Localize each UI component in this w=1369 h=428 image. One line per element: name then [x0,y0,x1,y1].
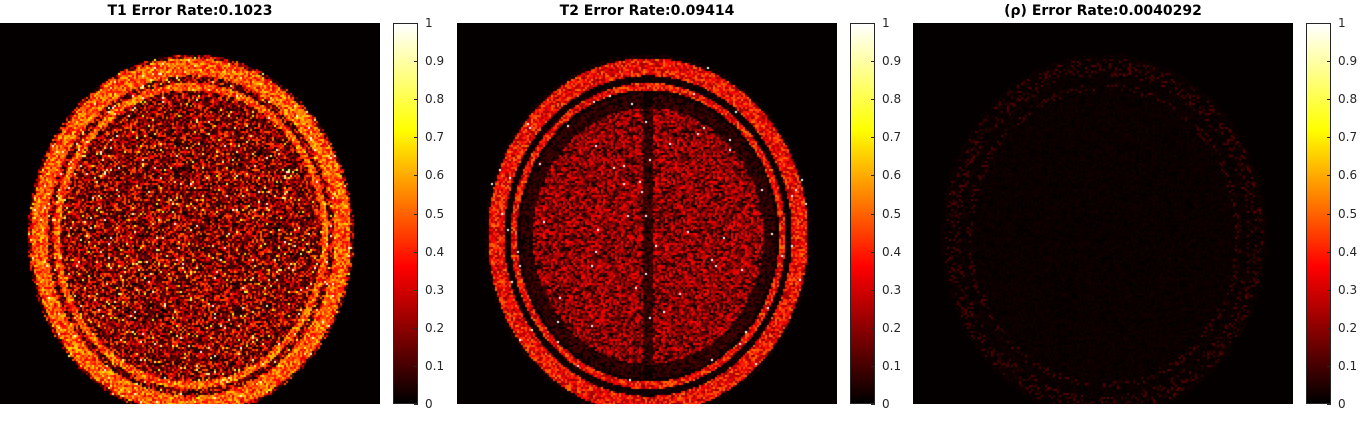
colorbar-tick-mark [1327,404,1331,405]
colorbar-tick-mark [1327,175,1331,177]
colorbar-tick-mark [414,23,418,24]
colorbar-tick-label: 0.3 [1338,282,1358,297]
colorbar-tick-label: 0.9 [882,54,902,69]
colorbar-tick-mark [1327,99,1331,101]
colorbar [1306,23,1331,404]
colorbar-tick-label: 0.7 [1338,130,1358,145]
colorbar-tick-label: 0.5 [425,206,445,221]
colorbar [850,23,875,404]
colorbar-tick-mark [871,327,875,329]
colorbar-tick-mark [414,327,418,329]
colorbar-tick-label: 0.1 [882,358,902,373]
colorbar-tick-mark [871,251,875,253]
colorbar-tick-mark [871,61,875,63]
colorbar-tick-mark [871,175,875,177]
colorbar-tick-mark [871,365,875,367]
rho-error-map [913,23,1293,404]
colorbar-tick-mark [414,289,418,291]
colorbar-tick-label: 0.7 [882,130,902,145]
colorbar-tick-label: 0.2 [1338,320,1358,335]
colorbar-tick-mark [414,251,418,253]
panel-title: (ρ) Error Rate:0.0040292 [1004,3,1202,19]
colorbar-tick-label: 0.8 [1338,92,1358,107]
colorbar-tick-mark [414,365,418,367]
colorbar-tick-mark [1327,61,1331,63]
colorbar-tick-mark [871,23,875,24]
colorbar-tick-label: 0.2 [425,320,445,335]
colorbar-tick-label: 0.6 [882,168,902,183]
colorbar-tick-label: 1 [882,16,890,30]
colorbar-tick-label: 0 [425,397,433,411]
colorbar-tick-mark [871,289,875,291]
colorbar-tick-label: 1 [1338,16,1346,30]
colorbar-tick-label: 0.7 [425,130,445,145]
colorbar-tick-label: 0.9 [425,54,445,69]
colorbar-tick-mark [1327,213,1331,215]
colorbar-tick-label: 0.4 [882,244,902,259]
colorbar-tick-label: 0 [1338,397,1346,411]
colorbar-tick-label: 0.4 [1338,244,1358,259]
colorbar-tick-mark [871,99,875,101]
t1-error-map [0,23,380,404]
colorbar-tick-mark [1327,289,1331,291]
colorbar-tick-mark [1327,23,1331,24]
colorbar-tick-label: 0.3 [882,282,902,297]
colorbar-tick-label: 0.5 [882,206,902,221]
colorbar-tick-mark [871,137,875,139]
colorbar-tick-label: 0.9 [1338,54,1358,69]
colorbar-tick-label: 0.8 [425,92,445,107]
colorbar-tick-mark [1327,327,1331,329]
colorbar-tick-label: 0.2 [882,320,902,335]
colorbar-tick-label: 0.8 [882,92,902,107]
colorbar-tick-label: 0.6 [1338,168,1358,183]
colorbar-tick-mark [414,61,418,63]
colorbar-tick-mark [871,404,875,405]
colorbar-tick-mark [414,213,418,215]
colorbar-tick-mark [414,99,418,101]
panel-title: T2 Error Rate:0.09414 [559,3,735,19]
colorbar-tick-label: 0.4 [425,244,445,259]
panel-title: T1 Error Rate:0.1023 [107,3,273,19]
colorbar-tick-label: 0.6 [425,168,445,183]
colorbar-tick-mark [871,213,875,215]
t2-error-map [457,23,837,404]
colorbar-tick-mark [1327,251,1331,253]
colorbar-tick-label: 0.3 [425,282,445,297]
colorbar-tick-label: 0.1 [1338,358,1358,373]
colorbar-tick-mark [1327,365,1331,367]
colorbar-tick-label: 0 [882,397,890,411]
colorbar-tick-mark [1327,137,1331,139]
colorbar-tick-mark [414,175,418,177]
colorbar-tick-label: 0.1 [425,358,445,373]
colorbar-tick-label: 1 [425,16,433,30]
colorbar-tick-mark [414,404,418,405]
colorbar-tick-mark [414,137,418,139]
colorbar-tick-label: 0.5 [1338,206,1358,221]
